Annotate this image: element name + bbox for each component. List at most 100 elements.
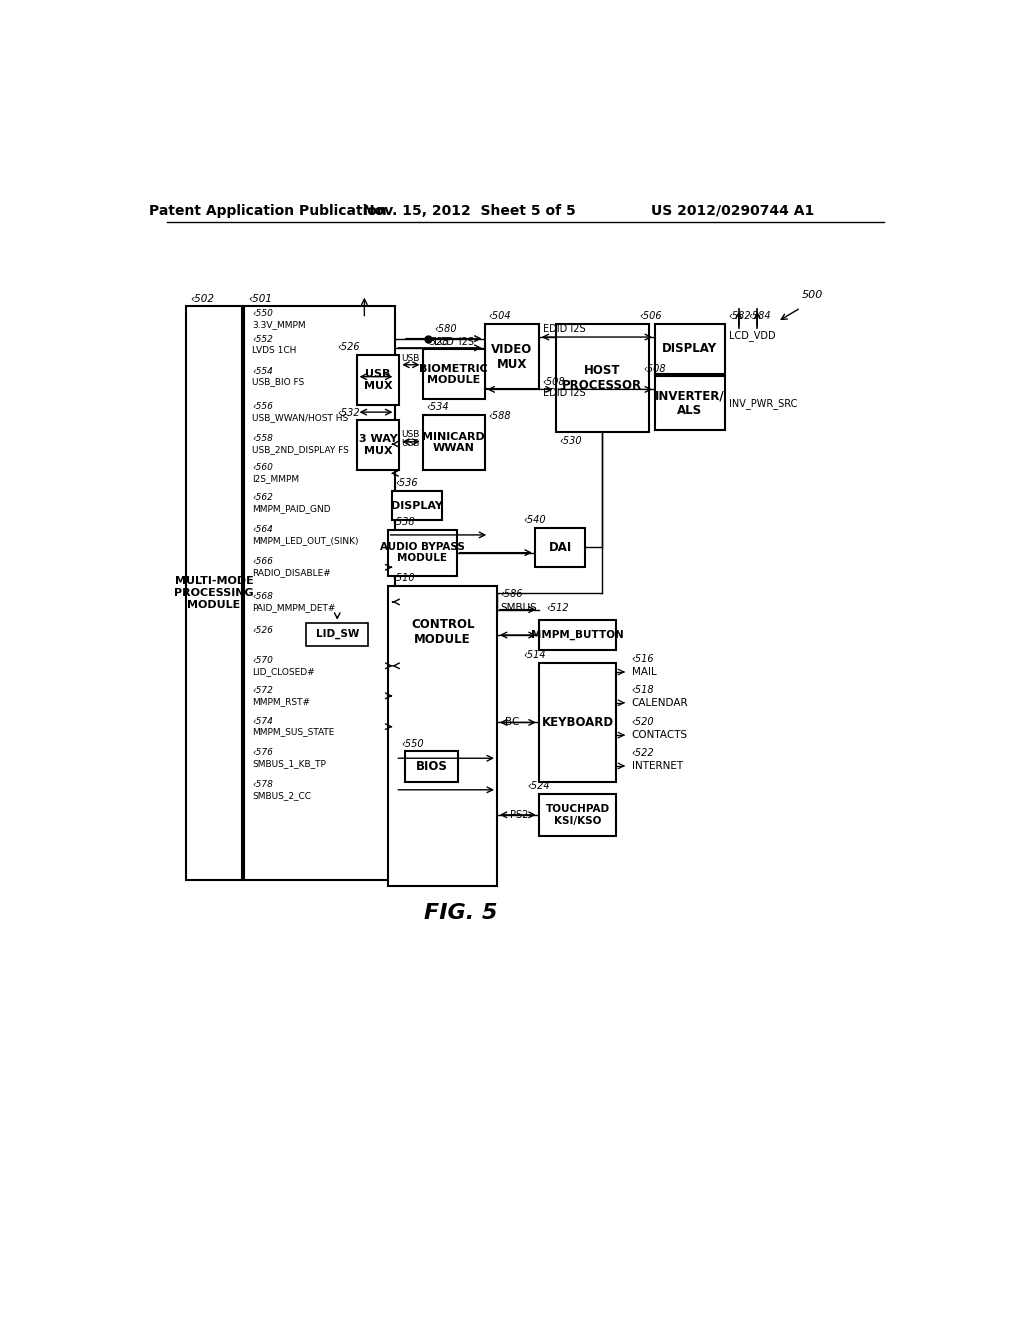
Text: USB: USB [400, 354, 419, 363]
Text: ‹586: ‹586 [500, 589, 522, 599]
Text: LID_SW: LID_SW [315, 630, 359, 639]
Text: USB_BIO FS: USB_BIO FS [252, 378, 304, 387]
Text: MMPM_PAID_GND: MMPM_PAID_GND [252, 504, 331, 513]
Text: MMPM_RST#: MMPM_RST# [252, 697, 310, 706]
Text: INTERNET: INTERNET [632, 760, 683, 771]
Text: ‹536: ‹536 [395, 478, 418, 488]
Text: LCD_VDD: LCD_VDD [729, 330, 775, 341]
Text: PAID_MMPM_DET#: PAID_MMPM_DET# [252, 603, 336, 611]
Text: USB
MUX: USB MUX [364, 370, 392, 391]
Text: CALENDAR: CALENDAR [632, 698, 688, 708]
Text: ‹504: ‹504 [488, 312, 511, 321]
Text: MMPM_SUS_STATE: MMPM_SUS_STATE [252, 727, 335, 737]
Text: ‹540: ‹540 [523, 515, 546, 525]
Text: HOST
PROCESSOR: HOST PROCESSOR [562, 364, 642, 392]
Text: FIG. 5: FIG. 5 [425, 903, 498, 923]
Text: ‹550: ‹550 [401, 739, 424, 748]
Text: ‹518: ‹518 [632, 685, 654, 694]
Text: ‹550: ‹550 [252, 309, 272, 318]
Text: DISPLAY: DISPLAY [391, 500, 442, 511]
Text: BIOS: BIOS [416, 760, 447, 774]
Text: EDID I2S: EDID I2S [543, 388, 586, 399]
Text: ‹554: ‹554 [252, 367, 272, 376]
Text: ‹582: ‹582 [729, 312, 752, 321]
Text: RADIO_DISABLE#: RADIO_DISABLE# [252, 568, 331, 577]
Text: ‹584: ‹584 [748, 312, 771, 321]
Text: 500: 500 [802, 290, 823, 301]
Text: ‹568: ‹568 [252, 593, 272, 601]
Text: LID_CLOSED#: LID_CLOSED# [252, 667, 314, 676]
Text: ‹572: ‹572 [252, 686, 272, 694]
Text: ‹574: ‹574 [252, 717, 272, 726]
Text: USB: USB [400, 438, 419, 447]
Text: ‹526: ‹526 [252, 626, 272, 635]
Text: CONTROL
MODULE: CONTROL MODULE [411, 618, 474, 645]
Text: PS2: PS2 [510, 810, 528, 820]
Bar [388, 586, 497, 886]
Text: VIDEO
MUX: VIDEO MUX [490, 343, 532, 371]
Text: ‹556: ‹556 [252, 403, 272, 412]
Text: Patent Application Publication: Patent Application Publication [148, 203, 386, 218]
Text: ‹576: ‹576 [252, 748, 272, 758]
Bar [423, 350, 484, 400]
Bar [356, 420, 399, 470]
Text: DAI: DAI [549, 541, 571, 554]
Text: EDID I2S: EDID I2S [543, 325, 586, 334]
Text: USB_WWAN/HOST HS: USB_WWAN/HOST HS [252, 413, 348, 422]
Bar [539, 793, 616, 836]
Text: MMPM_LED_OUT_(SINK): MMPM_LED_OUT_(SINK) [252, 536, 358, 545]
Bar [423, 414, 484, 470]
Text: MULTI-MODE
PROCESSING
MODULE: MULTI-MODE PROCESSING MODULE [174, 577, 254, 610]
Text: ‹558: ‹558 [252, 434, 272, 444]
Bar [539, 663, 616, 781]
Text: US 2012/0290744 A1: US 2012/0290744 A1 [651, 203, 814, 218]
Text: LCD_I2S: LCD_I2S [434, 337, 474, 347]
Text: ‹506: ‹506 [640, 312, 663, 321]
Bar [186, 306, 242, 880]
Text: CONTACTS: CONTACTS [632, 730, 688, 741]
Text: ‹508: ‹508 [643, 363, 666, 374]
Bar [406, 751, 458, 781]
Text: MMPM_BUTTON: MMPM_BUTTON [531, 630, 624, 640]
Text: 3.3V_MMPM: 3.3V_MMPM [252, 319, 305, 329]
Text: MAIL: MAIL [632, 667, 656, 677]
Text: ‹566: ‹566 [252, 557, 272, 566]
Text: SMBUS_1_KB_TP: SMBUS_1_KB_TP [252, 759, 326, 768]
Bar [655, 323, 725, 374]
Text: INVERTER/
ALS: INVERTER/ ALS [655, 389, 725, 417]
Bar [306, 623, 369, 645]
Text: AUDIO BYPASS
MODULE: AUDIO BYPASS MODULE [380, 541, 465, 564]
Text: ‹522: ‹522 [632, 748, 654, 758]
Bar [655, 376, 725, 430]
Text: TOUCHPAD
KSI/KSO: TOUCHPAD KSI/KSO [546, 804, 609, 825]
Bar [388, 529, 457, 576]
Text: ‹526: ‹526 [337, 342, 359, 352]
Text: ‹552: ‹552 [252, 335, 272, 345]
Text: ‹502: ‹502 [190, 293, 214, 304]
Text: ‹580: ‹580 [434, 325, 457, 334]
Text: SMBUS_2_CC: SMBUS_2_CC [252, 791, 311, 800]
Text: ‹588: ‹588 [488, 412, 511, 421]
Text: ‹501: ‹501 [248, 293, 272, 304]
Text: ‹570: ‹570 [252, 656, 272, 665]
Text: ‹532: ‹532 [337, 408, 359, 417]
Text: KEYBOARD: KEYBOARD [542, 715, 613, 729]
Text: BC: BC [505, 718, 519, 727]
Text: BIOMETRIC
MODULE: BIOMETRIC MODULE [419, 363, 487, 385]
Text: ‹524: ‹524 [527, 781, 550, 791]
Text: ‹530: ‹530 [560, 436, 583, 446]
Bar [245, 306, 395, 880]
Text: ‹512: ‹512 [547, 603, 569, 612]
Text: ‹534: ‹534 [426, 403, 449, 412]
Text: ‹538: ‹538 [392, 517, 415, 527]
Bar [484, 323, 539, 389]
Bar [556, 323, 649, 432]
Text: ‹528: ‹528 [426, 337, 449, 347]
Text: ‹520: ‹520 [632, 717, 654, 727]
Text: 3 WAY
MUX: 3 WAY MUX [358, 434, 397, 455]
Text: INV_PWR_SRC: INV_PWR_SRC [729, 397, 797, 409]
Text: Nov. 15, 2012  Sheet 5 of 5: Nov. 15, 2012 Sheet 5 of 5 [362, 203, 575, 218]
Text: ‹516: ‹516 [632, 653, 654, 664]
Text: ‹510: ‹510 [392, 573, 415, 583]
Text: I2S_MMPM: I2S_MMPM [252, 474, 299, 483]
